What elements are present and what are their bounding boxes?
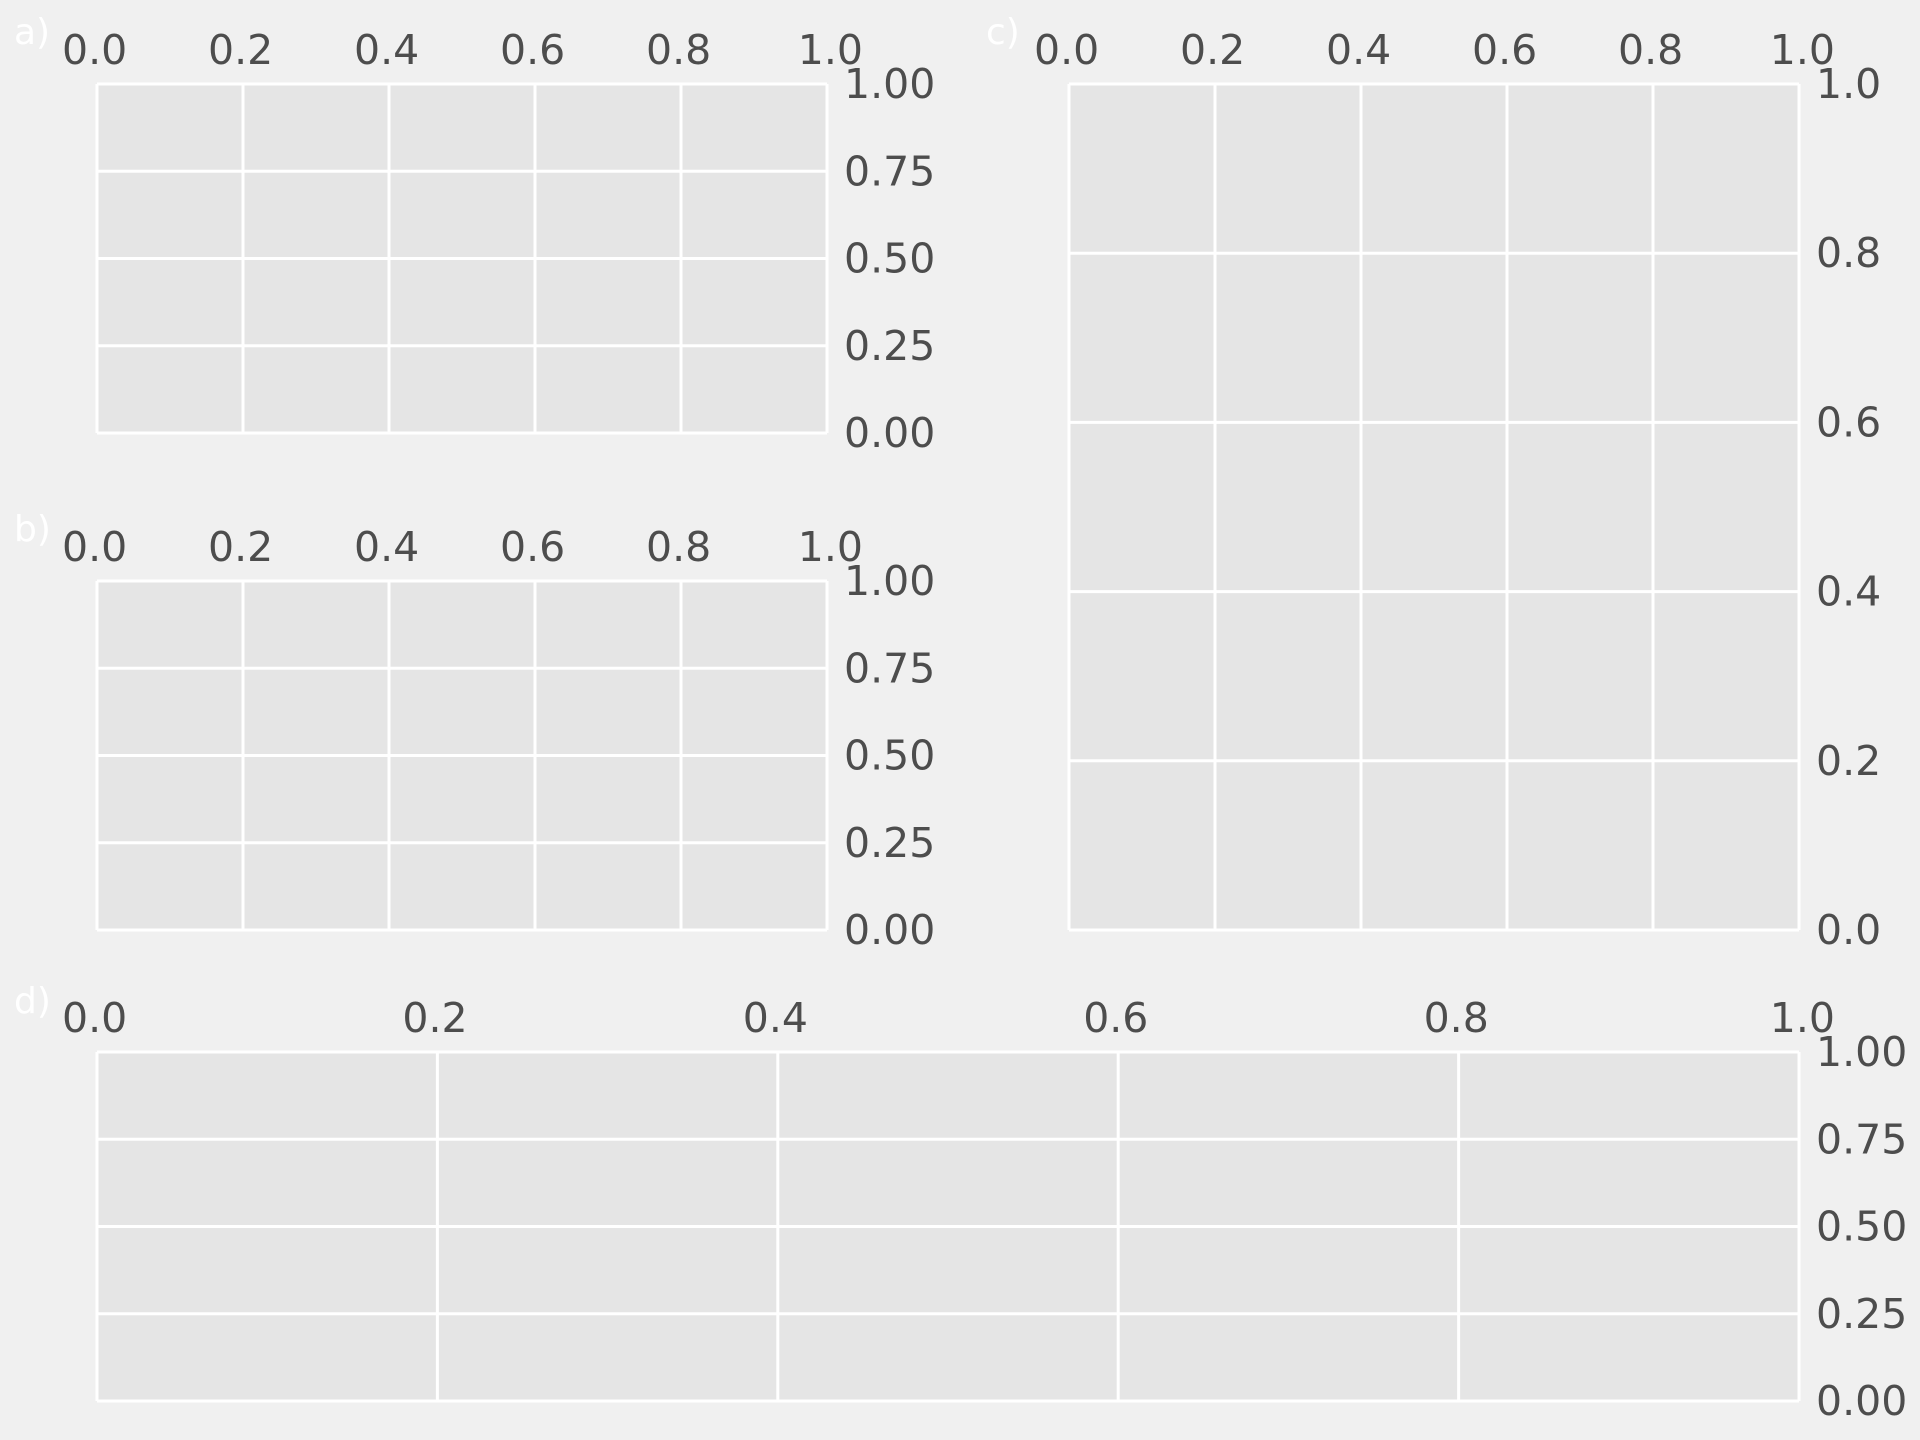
x-tick-label: 0.4 — [354, 26, 419, 74]
x-tick-label: 0.8 — [646, 523, 711, 571]
y-tick-label: 0.50 — [844, 235, 935, 283]
y-tick-label: 0.50 — [1816, 1203, 1907, 1251]
x-tick-label: 1.0 — [1770, 26, 1835, 74]
y-tick-label: 1.00 — [844, 60, 935, 108]
x-tick-label: 0.2 — [1180, 26, 1245, 74]
y-tick-label: 1.0 — [1816, 60, 1881, 108]
axes-a: 0.0 0.2 0.4 0.6 0.8 1.0 0.00 0.25 0.50 0.75 1.00 — [62, 26, 935, 457]
y-tick-label: 0.75 — [844, 147, 935, 195]
axes-c: 0.0 0.2 0.4 0.6 0.8 1.0 0.0 0.2 0.4 0.6 0.8 1.0 — [1034, 26, 1881, 954]
x-tick-label: 1.0 — [1770, 994, 1835, 1042]
x-tick-label: 0.6 — [1083, 994, 1148, 1042]
panel-c: c) 0.0 0.2 0.4 0.6 0.8 1.0 0.0 0.2 0.4 0.6 0.8 1.0 — [986, 12, 1881, 954]
y-tick-label: 0.00 — [844, 409, 935, 457]
x-tick-label: 0.2 — [402, 994, 467, 1042]
panel-a: a) 0.0 0.2 0.4 0.6 0.8 1.0 0.00 0.25 0.50 0.75 1.0… — [14, 12, 935, 457]
y-tick-label: 1.00 — [844, 557, 935, 605]
y-tick-label: 0.75 — [1816, 1115, 1907, 1163]
y-tick-label: 1.00 — [1816, 1028, 1907, 1076]
panel-d: d) 0.0 0.2 0.4 0.6 0.8 1.0 0.00 0.25 0.50 0.75 1.0… — [14, 981, 1907, 1425]
x-tick-label: 0.4 — [354, 523, 419, 571]
y-tick-label: 0.00 — [1816, 1377, 1907, 1425]
axes-background — [1069, 84, 1799, 930]
y-tick-label: 0.2 — [1816, 737, 1881, 785]
y-tick-label: 0.25 — [1816, 1290, 1907, 1338]
x-tick-label: 0.8 — [646, 26, 711, 74]
y-tick-label: 0.25 — [844, 819, 935, 867]
y-tick-label: 0.75 — [844, 644, 935, 692]
x-tick-label: 1.0 — [798, 523, 863, 571]
y-tick-label: 0.25 — [844, 322, 935, 370]
x-tick-label: 0.2 — [208, 26, 273, 74]
y-tick-label: 0.00 — [844, 906, 935, 954]
panel-b: b) 0.0 0.2 0.4 0.6 0.8 1.0 0.00 0.25 0.50 0.75 1.0… — [14, 509, 935, 954]
x-tick-label: 0.2 — [208, 523, 273, 571]
y-tick-label: 0.50 — [844, 732, 935, 780]
x-tick-label: 0.8 — [1424, 994, 1489, 1042]
x-tick-label: 0.0 — [62, 994, 127, 1042]
y-tick-label: 0.4 — [1816, 568, 1881, 616]
panel-label-d: d) — [14, 981, 51, 1022]
x-tick-label: 0.0 — [62, 26, 127, 74]
x-tick-label: 0.6 — [1472, 26, 1537, 74]
x-tick-label: 0.6 — [500, 523, 565, 571]
x-tick-label: 0.6 — [500, 26, 565, 74]
x-tick-label: 0.4 — [1326, 26, 1391, 74]
panel-label-c: c) — [986, 12, 1020, 53]
x-tick-label: 1.0 — [798, 26, 863, 74]
axes-d: 0.0 0.2 0.4 0.6 0.8 1.0 0.00 0.25 0.50 0.75 1.00 — [62, 994, 1907, 1425]
panel-label-b: b) — [14, 509, 51, 550]
y-tick-label: 0.8 — [1816, 229, 1881, 277]
x-tick-label: 0.4 — [743, 994, 808, 1042]
y-tick-label: 0.6 — [1816, 398, 1881, 446]
x-tick-label: 0.0 — [62, 523, 127, 571]
panel-label-a: a) — [14, 12, 50, 53]
x-tick-label: 0.0 — [1034, 26, 1099, 74]
axes-b: 0.0 0.2 0.4 0.6 0.8 1.0 0.00 0.25 0.50 0.75 1.00 — [62, 523, 935, 954]
y-tick-label: 0.0 — [1816, 906, 1881, 954]
x-tick-label: 0.8 — [1618, 26, 1683, 74]
